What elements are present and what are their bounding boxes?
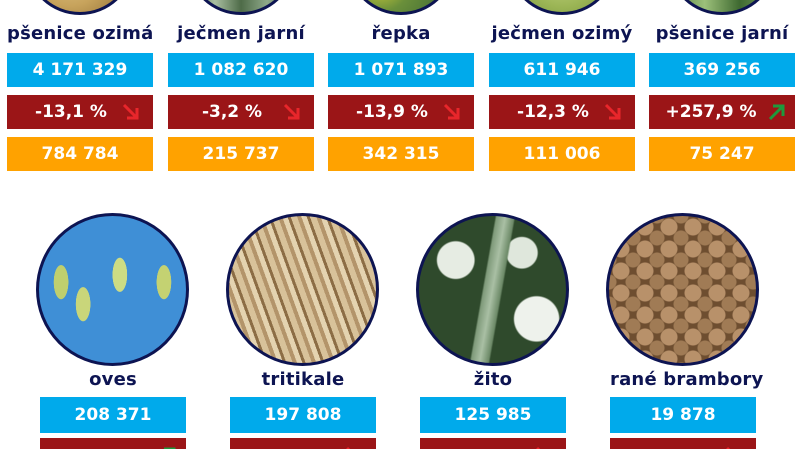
triticale-photo	[226, 213, 379, 366]
barley-field-photo	[186, 0, 296, 15]
change-value: +257,9 %	[665, 102, 757, 122]
crop-card-repka: řepka 1 071 893 -13,9 % 342 315	[328, 0, 474, 175]
area-value: 4 171 329	[7, 53, 153, 87]
secondary-value: 75 247	[649, 137, 795, 171]
crop-name: oves	[89, 369, 137, 390]
arrow-down-right-icon	[536, 446, 541, 449]
area-value: 611 946	[489, 53, 635, 87]
crop-card-psenice-ozima: pšenice ozimá 4 171 329 -13,1 % 784 784	[7, 0, 153, 175]
change-box: +257,9 %	[649, 95, 795, 129]
arrow-down-right-icon	[604, 103, 621, 120]
crop-name: pšenice jarní	[655, 23, 789, 44]
arrow-down-right-icon	[726, 446, 731, 449]
arrow-down-right-icon	[122, 103, 139, 120]
crop-card-tritikale: tritikale 197 808	[226, 205, 379, 449]
crop-card-jecmen-jarni: ječmen jarní 1 082 620 -3,2 % 215 737	[168, 0, 314, 175]
secondary-value: 215 737	[168, 137, 314, 171]
rye-photo	[416, 213, 569, 366]
change-value: -13,1 %	[35, 102, 107, 122]
area-value: 125 985	[420, 397, 566, 433]
area-value: 197 808	[230, 397, 376, 433]
change-box: -13,9 %	[328, 95, 474, 129]
area-value: 1 071 893	[328, 53, 474, 87]
arrow-up-right-icon	[164, 447, 176, 449]
secondary-value: 342 315	[328, 137, 474, 171]
secondary-value: 111 006	[489, 137, 635, 171]
change-value: -13,9 %	[356, 102, 428, 122]
crop-name: tritikale	[261, 369, 345, 390]
crop-name: žito	[473, 369, 513, 390]
potatoes-photo	[606, 213, 759, 366]
area-value: 208 371	[40, 397, 186, 433]
change-box	[40, 438, 186, 449]
crop-card-jecmen-ozimy: ječmen ozimý 611 946 -12,3 % 111 006	[489, 0, 635, 175]
crop-card-zito: žito 125 985	[416, 205, 569, 449]
change-box: -13,1 %	[7, 95, 153, 129]
arrow-up-right-icon	[768, 104, 785, 121]
crop-card-psenice-jarni: pšenice jarní 369 256 +257,9 % 75 247	[649, 0, 795, 175]
area-value: 19 878	[610, 397, 756, 433]
area-value: 1 082 620	[168, 53, 314, 87]
wheat-field-photo	[25, 0, 135, 15]
change-value: -12,3 %	[517, 102, 589, 122]
winter-barley-photo	[507, 0, 617, 15]
change-box: -12,3 %	[489, 95, 635, 129]
arrow-down-right-icon	[443, 103, 460, 120]
secondary-value: 784 784	[7, 137, 153, 171]
crop-card-rane-brambory: rané brambory 19 878	[606, 205, 764, 449]
spring-wheat-photo	[667, 0, 777, 15]
change-box	[230, 438, 376, 449]
crop-name: ječmen jarní	[177, 23, 305, 44]
oat-photo	[36, 213, 189, 366]
crop-name: řepka	[371, 23, 431, 44]
rapeseed-field-photo	[346, 0, 456, 15]
area-value: 369 256	[649, 53, 795, 87]
crop-card-oves: oves 208 371	[36, 205, 189, 449]
change-box	[610, 438, 756, 449]
arrow-down-right-icon	[283, 103, 300, 120]
arrow-down-right-icon	[346, 446, 351, 449]
crop-name: rané brambory	[610, 369, 764, 390]
change-value: -3,2 %	[201, 102, 263, 122]
change-box: -3,2 %	[168, 95, 314, 129]
change-box	[420, 438, 566, 449]
crop-name: pšenice ozimá	[7, 23, 154, 44]
crop-name: ječmen ozimý	[491, 23, 633, 44]
